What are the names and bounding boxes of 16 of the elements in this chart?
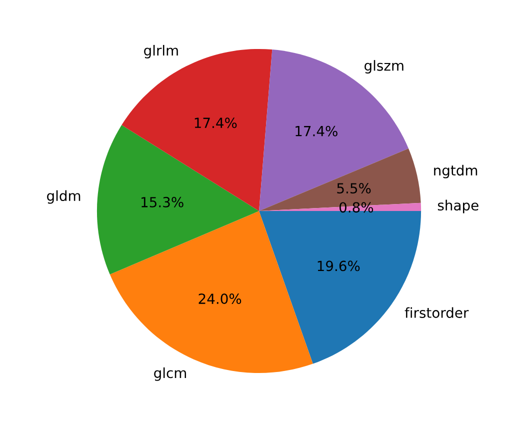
data-label: 15.3% xyxy=(142,196,184,208)
slice-label: firstorder xyxy=(404,307,469,318)
slice-label: shape xyxy=(438,200,478,214)
slice-label: glcm xyxy=(154,367,186,381)
slice-label: ngtdm xyxy=(434,164,478,178)
slice-label: gldm xyxy=(47,190,80,204)
data-label: 24.0% xyxy=(198,294,242,304)
data-label: 17.4% xyxy=(296,126,338,136)
data-label: 19.6% xyxy=(318,260,360,272)
data-label: 5.5% xyxy=(337,183,371,194)
slice-label: glszm xyxy=(364,60,404,74)
pie-slice xyxy=(259,49,409,211)
slice-label: glrlm xyxy=(144,44,178,58)
pie-slice xyxy=(259,148,421,211)
data-label: 0.8% xyxy=(339,202,374,213)
data-label: 17.4% xyxy=(194,118,237,128)
